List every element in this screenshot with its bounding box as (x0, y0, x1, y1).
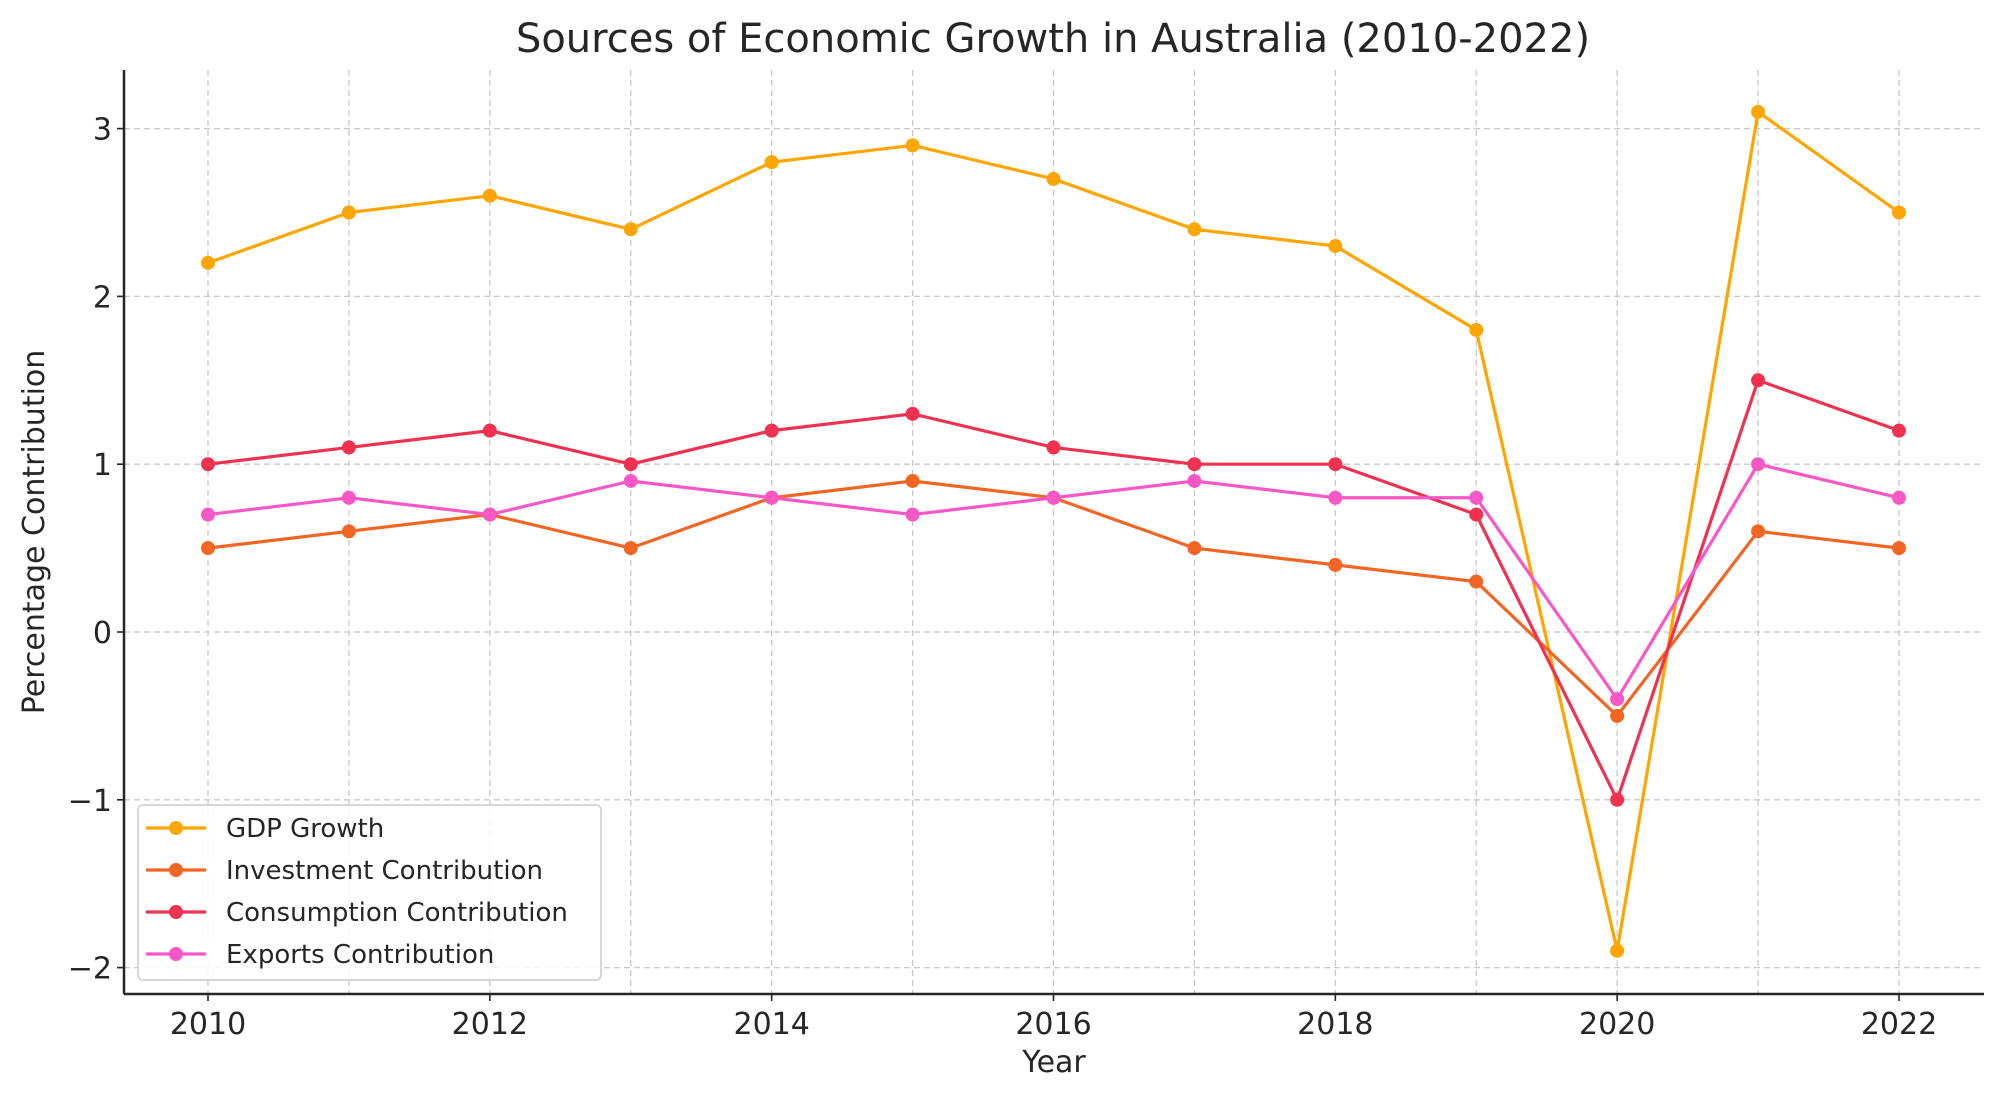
data-point (1187, 473, 1202, 488)
data-point (341, 205, 356, 220)
legend-label: Consumption Contribution (226, 898, 568, 928)
x-tick-label: 2022 (1861, 1007, 1937, 1042)
data-point (1751, 524, 1766, 539)
series-group (201, 104, 1906, 958)
x-tick-label: 2020 (1579, 1007, 1655, 1042)
data-point (905, 406, 920, 421)
data-point (1610, 943, 1625, 958)
data-point (1469, 490, 1484, 505)
data-point (623, 541, 638, 556)
data-point (1328, 457, 1343, 472)
data-point (1328, 239, 1343, 254)
data-point (1892, 205, 1906, 220)
data-point (1469, 574, 1484, 589)
y-tick-label: 0 (93, 616, 112, 651)
x-tick-label: 2018 (1297, 1007, 1373, 1042)
data-point (482, 507, 497, 522)
legend-item: Consumption Contribution (146, 898, 568, 928)
data-point (341, 524, 356, 539)
ticks: −2 −1 0 1 2 3 2010 2012 2014 2016 2018 2020 2022 (68, 113, 1937, 1042)
data-point (905, 507, 920, 522)
y-tick-label: −1 (68, 784, 112, 819)
data-point (623, 473, 638, 488)
y-tick-label: 3 (93, 113, 112, 148)
data-point (1469, 322, 1484, 337)
y-tick-label: 2 (93, 280, 112, 315)
data-point (1187, 457, 1202, 472)
data-point (905, 138, 920, 153)
data-point (1046, 490, 1061, 505)
y-tick-label: −2 (68, 952, 112, 987)
data-point (764, 155, 779, 170)
legend-label: Investment Contribution (226, 856, 543, 886)
data-point (1328, 557, 1343, 572)
data-point (201, 457, 215, 472)
legend-swatch-marker (169, 863, 183, 877)
data-point (1892, 490, 1906, 505)
data-point (1046, 171, 1061, 186)
data-point (1751, 373, 1766, 388)
data-point (1187, 541, 1202, 556)
y-tick-label: 1 (93, 448, 112, 483)
legend-box (137, 804, 602, 981)
data-point (1328, 490, 1343, 505)
legend-item: Exports Contribution (146, 940, 494, 970)
data-point (1610, 708, 1625, 723)
chart-title: Sources of Economic Growth in Australia … (516, 16, 1590, 62)
legend-label: GDP Growth (226, 814, 384, 844)
x-tick-label: 2012 (452, 1007, 528, 1042)
legend-swatch-marker (169, 905, 183, 919)
data-point (482, 423, 497, 438)
data-point (1187, 222, 1202, 237)
legend-item: Investment Contribution (146, 856, 543, 886)
data-point (201, 541, 215, 556)
data-point (1751, 104, 1766, 119)
legend-swatch-marker (169, 821, 183, 835)
data-point (623, 457, 638, 472)
data-point (1469, 507, 1484, 522)
data-point (1046, 440, 1061, 455)
data-point (623, 222, 638, 237)
legend-swatch-marker (169, 947, 183, 961)
data-point (1892, 423, 1906, 438)
data-point (905, 473, 920, 488)
data-point (1610, 792, 1625, 807)
x-axis-label: Year (1021, 1045, 1086, 1080)
data-point (201, 255, 215, 270)
x-tick-label: 2014 (733, 1007, 809, 1042)
y-axis-label: Percentage Contribution (17, 350, 52, 715)
data-point (482, 188, 497, 203)
data-point (1892, 541, 1906, 556)
x-tick-label: 2016 (1015, 1007, 1091, 1042)
data-point (764, 490, 779, 505)
data-point (1610, 692, 1625, 707)
legend: GDP Growth Investment Contribution Consump… (137, 804, 602, 981)
data-point (1751, 457, 1766, 472)
data-point (341, 490, 356, 505)
series-gdp-growth (201, 104, 1906, 958)
x-tick-label: 2010 (170, 1007, 246, 1042)
legend-item: GDP Growth (146, 814, 384, 844)
data-point (341, 440, 356, 455)
series-exports-contribution (201, 457, 1906, 707)
data-point (201, 507, 215, 522)
legend-label: Exports Contribution (226, 940, 494, 970)
data-point (764, 423, 779, 438)
series-consumption-contribution (201, 373, 1906, 807)
